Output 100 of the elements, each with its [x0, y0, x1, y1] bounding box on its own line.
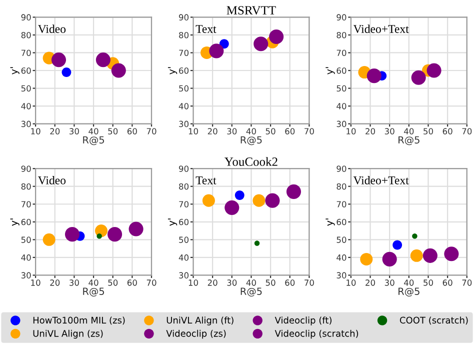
x-tick-label: 50 [424, 128, 433, 134]
y-tick-label: 90 [21, 166, 31, 172]
x-tick-label: 70 [146, 128, 156, 134]
y-axis-title: y' [10, 218, 20, 226]
x-tick-label: 30 [70, 280, 79, 286]
y-tick-label: 80 [21, 183, 31, 190]
y-tick-label: 50 [336, 236, 346, 243]
y-tick-label: 30 [21, 120, 31, 128]
y-tick-label: 80 [179, 183, 189, 190]
x-axis-title: R@5 [83, 288, 104, 297]
y-tick-label: 90 [336, 14, 346, 20]
y-axis-title: y' [168, 218, 178, 226]
x-tick-label: 60 [285, 128, 295, 134]
y-axis-title: y' [326, 67, 335, 74]
x-tick-label: 20 [208, 280, 218, 286]
annotation: Video+Text [353, 176, 409, 184]
y-tick-label: 90 [336, 166, 346, 172]
y-tick-label: 90 [179, 166, 189, 172]
x-tick-label: 50 [108, 128, 118, 134]
y-tick-label: 60 [336, 218, 346, 226]
x-tick-label: 60 [442, 280, 452, 286]
x-tick-label: 30 [384, 280, 394, 286]
x-axis-title: R@5 [83, 136, 104, 146]
y-tick-label: 60 [179, 218, 189, 226]
annotation: Text [196, 176, 216, 184]
y-tick-label: 80 [336, 32, 346, 38]
y-tick-label: 80 [21, 32, 31, 38]
y-tick-label: 80 [336, 183, 346, 190]
annotation: Video [38, 24, 66, 34]
x-tick-label: 10 [346, 128, 356, 134]
y-tick-label: 30 [336, 120, 346, 128]
y-tick-label: 30 [21, 272, 31, 278]
x-tick-label: 50 [266, 280, 276, 286]
y-tick-label: 90 [21, 14, 31, 20]
y-tick-label: 30 [179, 120, 189, 128]
y-tick-label: 40 [21, 254, 31, 261]
y-tick-label: 40 [21, 103, 31, 110]
y-axis-title: y' [10, 67, 20, 74]
x-tick-label: 30 [227, 128, 237, 134]
x-tick-label: 60 [127, 128, 137, 134]
x-axis-title: R@5 [240, 288, 262, 297]
y-tick-label: 40 [336, 254, 346, 261]
y-tick-label: 80 [179, 32, 189, 38]
chart-title: YouCook2 [224, 157, 278, 166]
annotation: Video+Text [353, 24, 409, 34]
x-tick-label: 10 [31, 280, 40, 286]
y-tick-label: 50 [21, 236, 31, 243]
x-tick-label: 40 [88, 280, 98, 286]
y-tick-label: 40 [178, 103, 189, 110]
x-tick-label: 20 [50, 128, 60, 134]
y-tick-label: 30 [336, 272, 346, 278]
y-tick-label: 60 [336, 67, 346, 74]
x-tick-label: 40 [246, 280, 256, 286]
x-tick-label: 20 [50, 280, 60, 286]
y-tick-label: 50 [179, 236, 189, 243]
y-axis-title: y' [168, 67, 178, 74]
x-tick-label: 30 [384, 128, 394, 134]
y-tick-label: 50 [336, 85, 346, 92]
x-axis-title: R@5 [398, 288, 420, 297]
y-tick-label: 60 [21, 218, 31, 226]
y-tick-label: 50 [21, 85, 31, 92]
x-tick-label: 60 [285, 280, 295, 286]
x-tick-label: 10 [31, 128, 40, 134]
legend-label: Videoclip (scratch) [274, 330, 358, 339]
x-tick-label: 70 [462, 280, 472, 286]
y-tick-label: 70 [179, 50, 189, 56]
y-tick-label: 30 [179, 272, 189, 278]
y-tick-label: 90 [179, 14, 189, 20]
x-tick-label: 70 [146, 280, 156, 286]
annotation: Video [38, 176, 66, 184]
x-tick-label: 70 [304, 128, 314, 134]
x-tick-label: 70 [304, 280, 314, 286]
x-tick-label: 20 [366, 280, 376, 286]
x-tick-label: 50 [266, 128, 276, 134]
x-tick-label: 60 [127, 280, 137, 286]
x-tick-label: 20 [366, 128, 376, 134]
x-tick-label: 50 [108, 280, 118, 286]
legend-label: Videoclip (zs) [166, 330, 226, 339]
y-tick-label: 70 [21, 50, 31, 56]
legend-label: COOT (scratch) [400, 316, 468, 325]
x-tick-label: 70 [462, 128, 472, 134]
x-tick-label: 10 [188, 280, 198, 286]
y-tick-label: 70 [336, 201, 346, 208]
x-tick-label: 40 [246, 128, 256, 134]
y-tick-label: 40 [178, 254, 189, 261]
y-tick-label: 70 [21, 201, 31, 208]
x-tick-label: 10 [346, 280, 356, 286]
x-tick-label: 40 [404, 128, 414, 134]
x-tick-label: 20 [208, 128, 218, 134]
x-tick-label: 30 [227, 280, 237, 286]
legend-label: UniVL Align (ft) [166, 316, 234, 326]
x-tick-label: 60 [442, 128, 452, 134]
x-axis-title: R@5 [240, 136, 262, 146]
x-tick-label: 30 [70, 128, 79, 134]
x-axis-title: R@5 [398, 136, 420, 146]
y-axis-title: y' [326, 218, 335, 226]
legend-label: Videoclip (ft) [274, 316, 332, 326]
legend-label: UniVL Align (zs) [33, 330, 103, 339]
annotation: Text [196, 25, 216, 33]
legend-label: HowTo100m MIL (zs) [33, 316, 125, 325]
